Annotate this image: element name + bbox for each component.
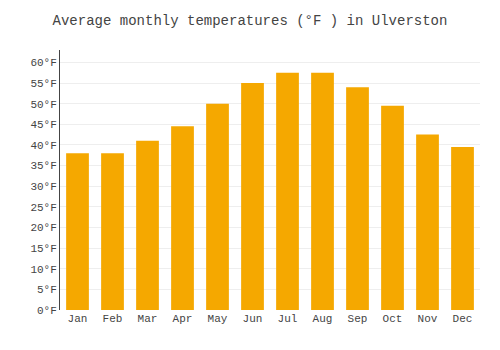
svg-text:Average monthly temperatures (: Average monthly temperatures (°F ) in Ul…	[53, 13, 448, 29]
svg-text:Oct: Oct	[383, 313, 403, 325]
svg-text:Nov: Nov	[418, 313, 438, 325]
svg-text:Mar: Mar	[138, 313, 158, 325]
svg-text:10°F: 10°F	[30, 264, 56, 276]
svg-text:45°F: 45°F	[30, 119, 56, 131]
svg-text:0°F: 0°F	[37, 305, 57, 317]
svg-text:60°F: 60°F	[30, 57, 56, 69]
svg-text:Feb: Feb	[103, 313, 123, 325]
svg-text:Sep: Sep	[348, 313, 368, 325]
svg-text:5°F: 5°F	[37, 284, 57, 296]
svg-text:35°F: 35°F	[30, 160, 56, 172]
svg-text:55°F: 55°F	[30, 78, 56, 90]
svg-text:15°F: 15°F	[30, 243, 56, 255]
svg-text:May: May	[208, 313, 228, 325]
svg-text:Apr: Apr	[173, 313, 193, 325]
svg-text:Jun: Jun	[243, 313, 263, 325]
svg-text:Dec: Dec	[453, 313, 473, 325]
svg-text:Jul: Jul	[278, 313, 298, 325]
svg-text:40°F: 40°F	[30, 140, 56, 152]
svg-text:50°F: 50°F	[30, 99, 56, 111]
svg-text:Jan: Jan	[68, 313, 88, 325]
svg-text:25°F: 25°F	[30, 202, 56, 214]
svg-text:20°F: 20°F	[30, 222, 56, 234]
svg-text:30°F: 30°F	[30, 181, 56, 193]
svg-text:Aug: Aug	[313, 313, 333, 325]
